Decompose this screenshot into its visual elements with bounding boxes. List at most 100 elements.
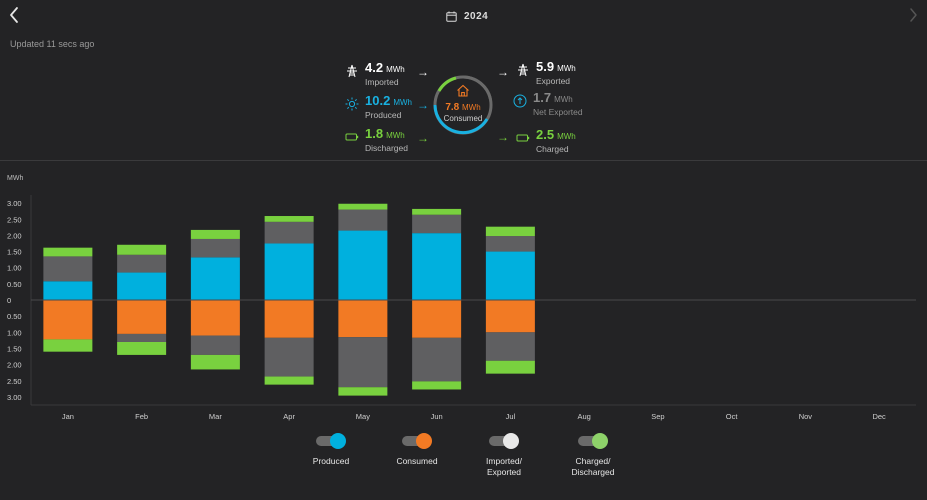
- discharged-label: Discharged: [365, 143, 408, 153]
- exported-label: Exported: [536, 76, 571, 86]
- energy-bar-chart: 3.00 2.50 2.00 1.50 1.00 0.50 0 0.50 1.00 1.50 2.0…: [7, 195, 916, 421]
- imported-stat: 4.2 MWh Imported: [345, 61, 405, 87]
- y-tick-label: 2.00: [7, 361, 22, 370]
- y-tick-label: 0: [7, 296, 11, 305]
- x-tick-label: Apr: [283, 412, 295, 421]
- back-button[interactable]: [6, 5, 24, 25]
- arrow-up-circle-icon: [513, 94, 527, 108]
- power-tower-icon: [347, 64, 357, 78]
- legend-toggle[interactable]: [316, 433, 346, 449]
- bar-produced-jan: [43, 281, 93, 300]
- produced-label: Produced: [365, 110, 402, 120]
- produced-stat: 10.2 MWh Produced: [345, 94, 412, 120]
- x-tick-label: May: [356, 412, 370, 421]
- battery-icon: [345, 133, 359, 141]
- exported-value: 5.9: [536, 59, 555, 74]
- legend-produced[interactable]: Produced: [296, 433, 366, 467]
- bar-discharged-feb: [117, 341, 167, 355]
- bar-charged-apr: [264, 216, 314, 222]
- bar-imported-may: [338, 337, 388, 388]
- x-tick-label: Sep: [651, 412, 664, 421]
- discharged-unit: MWh: [386, 131, 405, 140]
- x-tick-label: Oct: [726, 412, 739, 421]
- discharged-arrow-icon: →: [417, 131, 429, 145]
- consumed-value: 7.8: [445, 102, 460, 113]
- y-tick-label: 2.50: [7, 215, 22, 224]
- year-selector[interactable]: 2024: [446, 8, 488, 24]
- bar-charged-mar: [190, 229, 240, 239]
- bar-charged-jan: [43, 247, 93, 257]
- bar-imported-jun: [412, 337, 462, 382]
- bar-produced-apr: [264, 243, 314, 300]
- charged-value: 2.5: [536, 127, 555, 142]
- bar-discharged-jun: [412, 381, 462, 390]
- bar-charged-may: [338, 203, 388, 210]
- bar-discharged-jan: [43, 339, 93, 352]
- x-tick-label: Jun: [431, 412, 443, 421]
- net-exported-label: Net Exported: [533, 107, 583, 117]
- legend-label: Imported/Exported: [486, 456, 522, 477]
- legend-label: Consumed: [396, 456, 438, 466]
- sun-icon: [345, 97, 359, 111]
- bar-exported-jul: [485, 236, 535, 252]
- y-tick-label: 3.00: [7, 199, 22, 208]
- net-exported-stat: 1.7 MWh Net Exported: [513, 91, 583, 117]
- net-exported-value: 1.7: [533, 90, 552, 105]
- year-label: 2024: [464, 10, 489, 22]
- bar-exported-mar: [190, 238, 240, 258]
- bar-exported-feb: [117, 254, 167, 273]
- y-tick-label: 0.50: [7, 312, 22, 321]
- imported-unit: MWh: [386, 65, 405, 74]
- power-tower-icon: [518, 63, 528, 77]
- y-tick-label: 1.00: [7, 264, 22, 273]
- x-tick-label: Dec: [872, 412, 886, 421]
- bar-charged-jul: [485, 226, 535, 237]
- bar-imported-feb: [117, 333, 167, 342]
- imported-arrow-icon: →: [417, 65, 429, 79]
- bar-imported-jul: [485, 332, 535, 361]
- y-axis-unit: MWh: [7, 175, 24, 182]
- bar-consumed-jul: [485, 300, 535, 333]
- x-tick-label: Jul: [506, 412, 516, 421]
- x-tick-label: Aug: [577, 412, 590, 421]
- y-tick-label: 2.50: [7, 377, 22, 386]
- consumed-center: 7.8 MWh Consumed: [432, 84, 494, 123]
- toggle-knob: [503, 433, 519, 449]
- bar-exported-may: [338, 209, 388, 231]
- legend-charged-discharged[interactable]: Charged/Discharged: [558, 433, 628, 478]
- bar-produced-may: [338, 230, 388, 300]
- discharged-value: 1.8: [365, 126, 384, 141]
- battery-icon: [516, 134, 530, 142]
- y-tick-label: 1.50: [7, 248, 22, 257]
- bar-consumed-mar: [190, 300, 240, 336]
- legend-toggle[interactable]: [578, 433, 608, 449]
- y-tick-label: 0.50: [7, 280, 22, 289]
- bar-consumed-feb: [117, 300, 167, 334]
- legend-label: Charged/Discharged: [571, 456, 615, 477]
- toggle-knob: [416, 433, 432, 449]
- legend-consumed[interactable]: Consumed: [382, 433, 452, 467]
- bar-produced-jun: [412, 233, 462, 300]
- section-divider: [0, 160, 927, 161]
- bar-exported-jun: [412, 214, 462, 234]
- bar-produced-jul: [485, 251, 535, 300]
- bar-discharged-mar: [190, 354, 240, 370]
- bar-consumed-jan: [43, 300, 93, 340]
- charged-label: Charged: [536, 144, 569, 154]
- toggle-knob: [330, 433, 346, 449]
- bar-charged-feb: [117, 244, 167, 255]
- legend-imported-exported[interactable]: Imported/Exported: [469, 433, 539, 478]
- forward-button[interactable]: [905, 6, 921, 24]
- bar-discharged-apr: [264, 376, 314, 385]
- charged-unit: MWh: [557, 132, 576, 141]
- legend-toggle[interactable]: [402, 433, 432, 449]
- bar-exported-apr: [264, 221, 314, 244]
- consumption-ring: [433, 75, 493, 135]
- imported-label: Imported: [365, 77, 399, 87]
- discharged-stat: 1.8 MWh Discharged: [345, 127, 408, 153]
- legend-label: Produced: [312, 456, 350, 466]
- legend-toggle[interactable]: [489, 433, 519, 449]
- imported-value: 4.2: [365, 60, 384, 75]
- x-tick-label: Mar: [209, 412, 222, 421]
- bar-produced-mar: [190, 257, 240, 300]
